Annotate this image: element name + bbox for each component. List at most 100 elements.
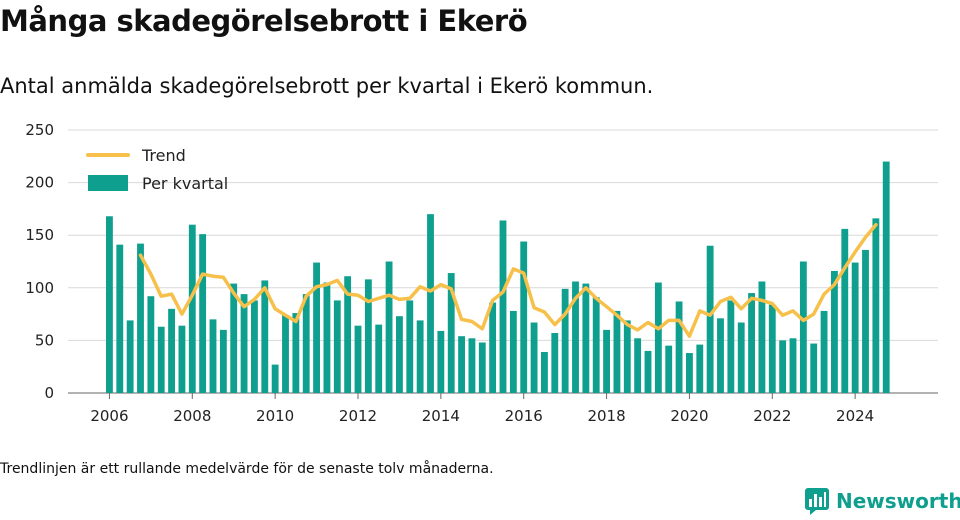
bar: [582, 283, 590, 393]
bar: [106, 216, 113, 393]
bar: [634, 338, 642, 393]
footnote: Trendlinjen är ett rullande medelvärde f…: [0, 461, 494, 477]
bar: [385, 261, 393, 393]
bar: [396, 316, 403, 393]
bar: [717, 318, 724, 393]
bar: [116, 244, 124, 393]
bar: [882, 161, 890, 393]
bar: [665, 345, 673, 393]
bar: [157, 326, 165, 393]
x-tick-label: 2014: [422, 407, 460, 425]
bar: [126, 320, 134, 393]
bar: [675, 301, 683, 393]
x-tick-label: 2020: [670, 407, 708, 425]
bar: [810, 343, 818, 393]
y-tick-label: 150: [25, 226, 54, 244]
bar: [727, 300, 735, 393]
bar: [551, 333, 559, 393]
bar: [251, 300, 258, 393]
bar: [499, 220, 507, 393]
bar: [188, 224, 196, 393]
bar: [541, 351, 548, 393]
bar: [789, 338, 797, 393]
bar: [199, 234, 207, 393]
bar: [333, 300, 341, 393]
bar: [737, 322, 745, 393]
trend-line: [138, 222, 878, 338]
bar: [623, 320, 631, 393]
bar: [696, 344, 704, 393]
bar: [592, 297, 600, 393]
legend-bar-swatch: [88, 175, 128, 191]
bar: [219, 329, 227, 393]
bar: [686, 353, 693, 393]
bar: [168, 308, 175, 393]
bar: [313, 262, 320, 393]
x-axis: 2006 2008 2010 2012 2014 2016 2018 2020 2022 2024: [90, 393, 874, 425]
bar: [468, 338, 476, 393]
bar: [613, 310, 621, 393]
bar: [509, 310, 517, 393]
bar: [872, 218, 880, 393]
x-tick-label: 2016: [505, 407, 543, 425]
chart-title: Många skadegörelsebrott i Ekerö: [0, 4, 528, 38]
bar: [364, 279, 372, 393]
bar: [458, 336, 465, 393]
bar: [302, 294, 310, 393]
bar: [768, 304, 776, 393]
bar: [706, 245, 714, 393]
x-tick-label: 2012: [339, 407, 377, 425]
bar: [603, 329, 610, 393]
bar: [437, 330, 445, 393]
trend-series: [138, 222, 878, 338]
bar: [530, 322, 538, 393]
x-tick-label: 2018: [587, 407, 625, 425]
bar: [137, 243, 144, 393]
bar: [561, 288, 569, 393]
x-tick-label: 2010: [256, 407, 294, 425]
bar: [406, 300, 414, 393]
bar: [427, 214, 434, 393]
x-tick-label: 2022: [753, 407, 791, 425]
legend: Trend Per kvartal: [86, 146, 228, 193]
bar: [230, 283, 238, 393]
y-tick-label: 250: [25, 121, 54, 139]
y-tick-label: 100: [25, 279, 54, 297]
bar: [758, 281, 766, 393]
bar: [416, 320, 424, 393]
bar: [271, 364, 279, 393]
bar-series: [106, 161, 890, 393]
x-tick-label: 2006: [90, 407, 128, 425]
y-tick-label: 50: [35, 331, 54, 349]
newsworthy-logo-icon: [805, 488, 829, 515]
bar: [520, 241, 528, 393]
bar: [841, 228, 849, 393]
x-tick-label: 2024: [836, 407, 874, 425]
bar: [799, 261, 807, 393]
x-tick-label: 2008: [173, 407, 211, 425]
brand-logo[interactable]: Newsworthy: [804, 487, 960, 515]
bar: [478, 342, 486, 393]
bar: [644, 350, 652, 393]
chart-area: 0 50 100 150 200 250 2006 2008 2010 2012 2014 2016…: [25, 121, 938, 425]
bar: [779, 340, 787, 393]
bar: [654, 282, 662, 393]
bar: [447, 273, 455, 393]
bar: [240, 294, 248, 393]
bar: [375, 324, 383, 393]
y-tick-label: 0: [44, 384, 54, 402]
legend-trend-label: Trend: [141, 146, 186, 165]
bar: [344, 276, 352, 393]
bar: [282, 315, 289, 393]
bar: [572, 281, 579, 393]
bar: [851, 262, 859, 393]
legend-bar-label: Per kvartal: [142, 174, 228, 193]
bar: [209, 319, 217, 393]
bar: [831, 270, 838, 393]
y-tick-label: 200: [25, 174, 54, 192]
bar: [147, 296, 155, 393]
bar: [862, 249, 869, 393]
bar: [261, 280, 269, 393]
chart-subtitle: Antal anmälda skadegörelsebrott per kvar…: [0, 74, 654, 98]
bar: [292, 313, 300, 393]
